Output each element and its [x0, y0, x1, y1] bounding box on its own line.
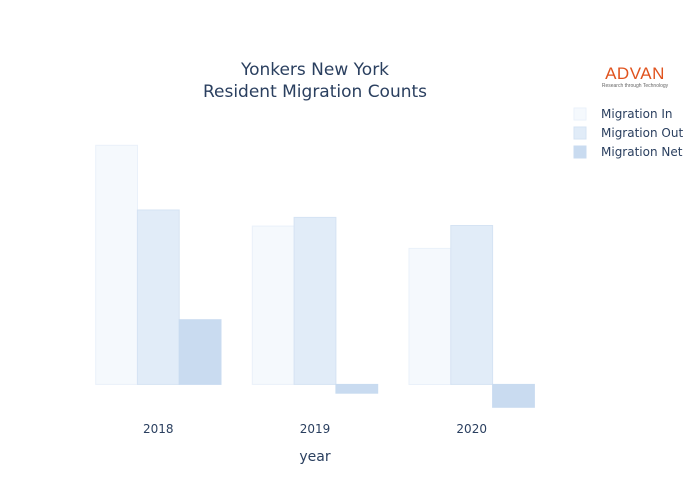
legend-item-migration-out[interactable]: Migration Out [573, 126, 683, 140]
chart-title-line-2: Resident Migration Counts [203, 82, 427, 102]
legend-label: Migration Out [601, 126, 683, 140]
legend-label: Migration Net [601, 145, 683, 159]
legend-swatch [573, 145, 587, 159]
legend[interactable]: Migration In Migration Out Migration Net [573, 107, 683, 159]
bars-group [95, 144, 535, 408]
bar-migration-in-2019[interactable] [251, 225, 295, 385]
x-tick-label-2018: 2018 [143, 422, 174, 436]
bar-migration-net-2019[interactable] [335, 383, 379, 394]
x-tick-labels: 2018 2019 2020 [143, 422, 487, 436]
legend-label: Migration In [601, 107, 673, 121]
bar-migration-out-2018[interactable] [136, 209, 180, 385]
bar-migration-in-2020[interactable] [408, 247, 452, 385]
bar-migration-net-2020[interactable] [492, 383, 535, 408]
bar-migration-out-2020[interactable] [450, 225, 494, 385]
advan-logo: ADVAN Research through Technology [590, 64, 680, 94]
logo-brand-text: ADVAN [605, 64, 665, 83]
x-tick-label-2020: 2020 [456, 422, 487, 436]
legend-item-migration-net[interactable]: Migration Net [573, 145, 683, 159]
x-tick-label-2019: 2019 [300, 422, 331, 436]
bar-migration-net-2018[interactable] [178, 319, 222, 385]
legend-item-migration-in[interactable]: Migration In [573, 107, 673, 121]
legend-swatch [573, 126, 587, 140]
bar-migration-out-2019[interactable] [293, 216, 337, 385]
legend-swatch [573, 107, 587, 121]
bar-migration-in-2018[interactable] [95, 144, 138, 385]
logo-tagline: Research through Technology [601, 83, 669, 89]
x-axis-title: year [299, 449, 330, 465]
chart-title-line-1: Yonkers New York [240, 60, 389, 80]
